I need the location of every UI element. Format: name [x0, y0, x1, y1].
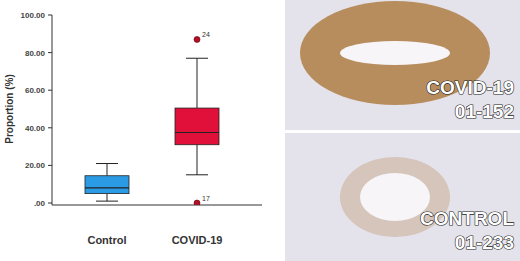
median: [175, 132, 219, 133]
y-tick: [48, 90, 52, 91]
y-tick: [48, 127, 52, 128]
y-tick-label: 80.00: [25, 49, 46, 58]
y-tick-label: 40.00: [25, 124, 46, 133]
figure: .00 20.00 40.00 60.00 80.00 100.00 Proportion …: [0, 0, 520, 261]
median: [85, 187, 129, 188]
outlier: [194, 36, 200, 42]
tissue-background: [285, 0, 520, 130]
y-tick-label: 100.00: [21, 11, 46, 20]
outlier: [194, 200, 200, 205]
y-tick: [48, 165, 52, 166]
box: [85, 176, 129, 194]
outlier-label: 24: [202, 31, 210, 38]
vessel-lumen: [340, 41, 450, 65]
root: .00 20.00 40.00 60.00 80.00 100.00 Proportion …: [0, 0, 520, 261]
y-tick-label: 20.00: [25, 161, 46, 170]
panel-title: COVID-19: [426, 77, 514, 98]
y-tick-label: .00: [34, 199, 46, 208]
x-tick-label: COVID-19: [172, 234, 223, 246]
outlier-label: 17: [202, 195, 210, 202]
panel-id: 01-233: [455, 232, 514, 253]
y-tick: [48, 52, 52, 53]
panel-title: CONTROL: [420, 208, 514, 229]
image-panel: COVID-19 01-152: [285, 0, 520, 130]
y-tick: [48, 203, 52, 204]
whisker-cap: [96, 201, 118, 202]
whisker-cap: [96, 163, 118, 164]
y-axis-label: Proportion (%): [4, 74, 15, 143]
y-tick: [48, 15, 52, 16]
box: [175, 108, 219, 145]
panel-id: 01-152: [455, 101, 514, 122]
y-axis: [52, 15, 53, 205]
y-tick-label: 60.00: [25, 86, 46, 95]
boxes: [85, 36, 219, 205]
whisker-cap: [186, 174, 208, 175]
whisker-cap: [186, 58, 208, 59]
whisker: [197, 58, 198, 108]
labels: Control 24 17 COVID-19: [87, 31, 222, 246]
whisker: [197, 145, 198, 175]
image-panel: CONTROL 01-233: [285, 133, 520, 261]
x-tick-label: Control: [87, 234, 126, 246]
whisker: [107, 194, 108, 202]
whisker: [107, 164, 108, 176]
x-axis: [52, 205, 262, 206]
tissue-background: [285, 133, 520, 261]
